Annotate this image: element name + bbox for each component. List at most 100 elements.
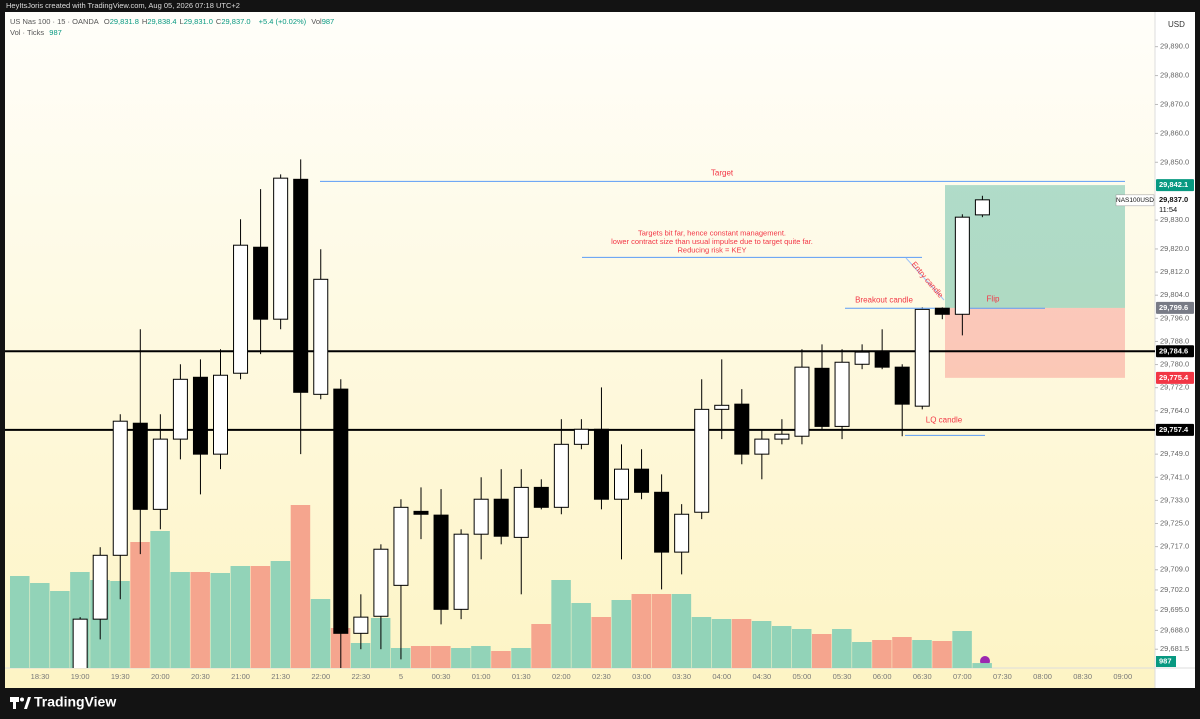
x-tick-label: 22:00 <box>311 672 330 681</box>
candle-body <box>273 177 289 320</box>
candle-body <box>253 246 269 320</box>
volume-bar <box>130 542 150 668</box>
symbol-tag-label: NAS100USD <box>1116 197 1154 204</box>
price-badge-label: 29,775.4 <box>1159 373 1189 382</box>
indicator-value: 987 <box>49 28 62 37</box>
y-tick-label: 29,890.0 <box>1160 42 1189 51</box>
candle-body <box>834 361 850 427</box>
volume-bar <box>952 631 972 668</box>
x-tick-label: 5 <box>399 672 403 681</box>
ohlc-key: L <box>179 17 184 26</box>
candle-body <box>654 491 670 553</box>
x-tick-label: 19:30 <box>111 672 130 681</box>
candle-body <box>453 533 469 610</box>
candle-body <box>152 438 168 510</box>
vol-value: 987 <box>321 17 335 26</box>
y-tick-label: 29,741.0 <box>1160 472 1189 481</box>
volume-bar <box>431 646 451 668</box>
volume-bar <box>711 619 732 668</box>
volume-bar <box>651 594 672 668</box>
x-tick-label: 09:00 <box>1113 672 1132 681</box>
volume-bar <box>471 646 491 668</box>
y-tick-label: 29,812.0 <box>1160 267 1189 276</box>
volume-bar <box>511 648 531 668</box>
x-tick-label: 21:30 <box>271 672 290 681</box>
volume-bar <box>691 617 712 668</box>
candle-body <box>714 404 730 410</box>
x-tick-label: 05:00 <box>793 672 812 681</box>
candle-body <box>734 403 750 455</box>
y-tick-label: 29,702.0 <box>1160 585 1189 594</box>
price-badge <box>1156 423 1194 436</box>
annotation-text: Breakout candle <box>855 295 913 304</box>
price-badge-label: 29,784.6 <box>1159 346 1188 355</box>
volume-bar <box>250 566 271 668</box>
candle-body <box>814 367 830 427</box>
volume-bar <box>791 629 812 668</box>
volume-bar <box>812 634 832 668</box>
y-tick-label: 29,764.0 <box>1160 406 1189 415</box>
volume-badge-label: 987 <box>1159 656 1172 665</box>
volume-bar <box>611 600 631 668</box>
volume-bar <box>230 566 251 668</box>
candle-body <box>313 278 329 395</box>
x-tick-label: 01:00 <box>472 672 491 681</box>
candle-body <box>393 506 409 586</box>
candle-body <box>794 366 810 437</box>
ohlc-key: C <box>215 17 222 26</box>
y-tick-label: 29,772.0 <box>1160 383 1189 392</box>
y-tick-label: 29,717.0 <box>1160 542 1189 551</box>
price-badge <box>1156 193 1194 216</box>
candle-body <box>132 422 148 510</box>
candle-body <box>433 514 449 610</box>
indicator-header: Vol · Ticks 987 <box>10 28 65 37</box>
volume-bar <box>751 621 772 668</box>
x-tick-label: 07:00 <box>953 672 972 681</box>
y-tick-label: 29,830.0 <box>1160 215 1189 224</box>
candle-body <box>72 618 88 668</box>
y-tick-label: 29,780.0 <box>1160 360 1189 369</box>
symbol-tag <box>1115 194 1155 207</box>
countdown: 11:54 <box>1159 205 1177 214</box>
change: +5.4 (+0.02%) <box>258 17 307 26</box>
volume-bar <box>491 651 511 668</box>
x-tick-label: 05:30 <box>833 672 852 681</box>
x-tick-label: 19:00 <box>71 672 90 681</box>
x-tick-label: 21:00 <box>231 672 250 681</box>
vol-key: Vol <box>311 17 322 26</box>
x-tick-label: 20:00 <box>151 672 170 681</box>
price-layer <box>5 159 1155 668</box>
price-badge <box>1156 371 1194 384</box>
candle-body <box>92 554 108 620</box>
candle-body <box>293 178 309 393</box>
volume-bar <box>50 591 70 668</box>
candle-body <box>954 216 970 315</box>
candle-body <box>754 438 770 455</box>
volume-bar <box>771 626 792 668</box>
ohlc-value: 29,837.0 <box>221 17 251 26</box>
ohlc-value: 29,831.8 <box>109 17 139 26</box>
candle-body <box>874 351 890 368</box>
volume-bar <box>170 572 190 668</box>
candle-body <box>353 616 369 634</box>
volume-bar <box>892 637 912 668</box>
y-tick-label: 29,695.0 <box>1160 605 1189 614</box>
volume-bar <box>932 641 952 668</box>
x-tick-label: 04:30 <box>752 672 771 681</box>
y-tick-label: 29,870.0 <box>1160 99 1189 108</box>
candle-body <box>593 428 609 500</box>
candle-body <box>233 244 249 374</box>
y-tick-label: 29,850.0 <box>1160 157 1189 166</box>
y-tick-label: 29,733.0 <box>1160 495 1189 504</box>
volume-bar <box>852 642 872 668</box>
x-tick-label: 20:30 <box>191 672 210 681</box>
volume-bar <box>731 619 752 668</box>
candle-body <box>974 199 990 216</box>
volume-bar <box>872 640 892 668</box>
candle-body <box>774 433 790 440</box>
price-badge-label: 29,842.1 <box>1159 180 1188 189</box>
candle-body <box>694 408 710 513</box>
candle-body <box>473 498 489 535</box>
